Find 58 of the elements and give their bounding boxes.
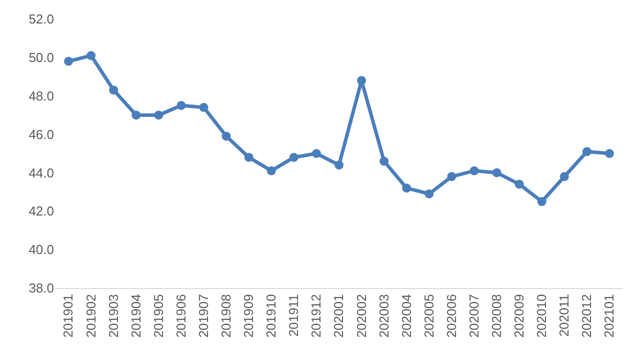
point — [380, 156, 389, 166]
point — [199, 102, 208, 112]
x-tick-label: 201911 — [286, 294, 302, 337]
x-tick-label: 202007 — [466, 294, 482, 338]
x-tick-label: 201904 — [128, 294, 144, 338]
point — [402, 184, 412, 193]
x-tick-label: 201912 — [308, 294, 324, 338]
x-tick-label: 201909 — [241, 294, 256, 338]
x-tick-label: 202005 — [421, 294, 436, 338]
point — [537, 197, 546, 206]
x-tick-label: 202011 — [556, 294, 572, 337]
point — [289, 152, 298, 162]
y-tick-label: 42.0 — [28, 204, 54, 219]
x-tick-label: 201908 — [218, 294, 234, 338]
point — [357, 76, 366, 85]
x-tick-label: 201903 — [106, 294, 121, 338]
point — [470, 166, 479, 176]
point — [604, 149, 614, 158]
x-tick-label: 202010 — [534, 294, 550, 338]
x-tick-label: 202001 — [331, 294, 346, 338]
y-tick-label: 38.0 — [28, 280, 54, 296]
point — [312, 149, 321, 158]
point — [176, 100, 186, 110]
point — [64, 56, 74, 66]
x-tick-label: 202009 — [512, 294, 527, 338]
x-tick-label: 201902 — [83, 294, 98, 338]
x-tick-label: 201905 — [150, 294, 166, 338]
x-tick-label: 201910 — [264, 294, 279, 338]
x-tick-label: 201901 — [60, 294, 76, 338]
point — [492, 168, 502, 178]
x-tick-label: 202012 — [579, 294, 594, 338]
x-tick-label: 201906 — [173, 294, 188, 338]
y-tick-label: 44.0 — [28, 165, 54, 180]
y-tick-label: 50.0 — [28, 50, 54, 65]
point — [514, 180, 524, 189]
point — [582, 147, 592, 156]
x-tick-label: 202002 — [354, 294, 369, 338]
point — [334, 160, 344, 170]
point — [222, 132, 231, 141]
point — [424, 189, 434, 198]
x-tick-label: 202101 — [602, 294, 617, 338]
x-tick-label: 202008 — [489, 294, 504, 338]
point — [109, 86, 118, 95]
point — [266, 166, 276, 176]
point — [86, 51, 96, 60]
x-tick-label: 202003 — [376, 294, 392, 338]
x-tick-label: 202006 — [444, 294, 459, 338]
y-tick-label: 46.0 — [28, 126, 54, 142]
x-tick-label: 201907 — [196, 294, 211, 338]
point — [154, 110, 164, 120]
y-tick-label: 52.0 — [28, 12, 54, 27]
point — [560, 172, 569, 182]
point — [132, 110, 141, 120]
y-tick-label: 48.0 — [28, 88, 54, 104]
point — [244, 152, 254, 162]
x-tick-label: 202004 — [398, 294, 414, 338]
point — [447, 172, 456, 182]
y-tick-label: 40.0 — [28, 242, 54, 258]
